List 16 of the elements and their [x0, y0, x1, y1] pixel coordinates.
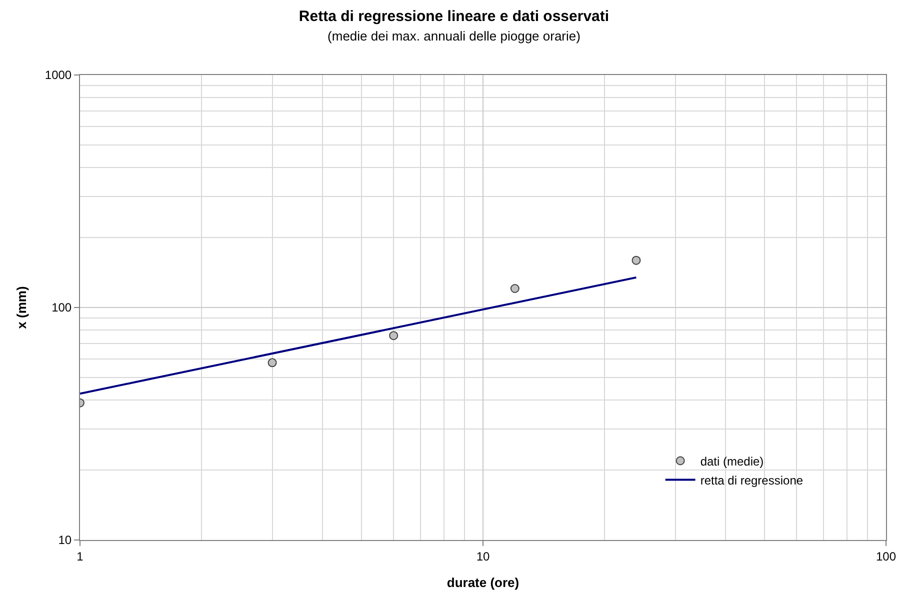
y-axis-title: x (mm): [14, 286, 29, 329]
x-tick-label: 1: [76, 549, 84, 564]
x-axis-title: durate (ore): [446, 575, 520, 590]
x-tick-label: 100: [876, 549, 896, 564]
legend-label: retta di regressione: [700, 473, 804, 488]
y-tick-label: 10: [58, 533, 72, 548]
y-tick-label: 100: [52, 300, 72, 315]
point: [632, 256, 641, 265]
chart-subtitle: (medie dei max. annuali delle piogge orarie): [328, 28, 580, 44]
chart-title: Retta di regressione lineare e dati osservati: [298, 8, 610, 25]
point: [389, 331, 398, 340]
point: [268, 358, 277, 368]
legend-label: dati (medie): [700, 454, 764, 468]
point: [510, 284, 520, 293]
y-tick-label: 1000: [44, 68, 72, 82]
x-tick-label: 10: [476, 549, 490, 564]
